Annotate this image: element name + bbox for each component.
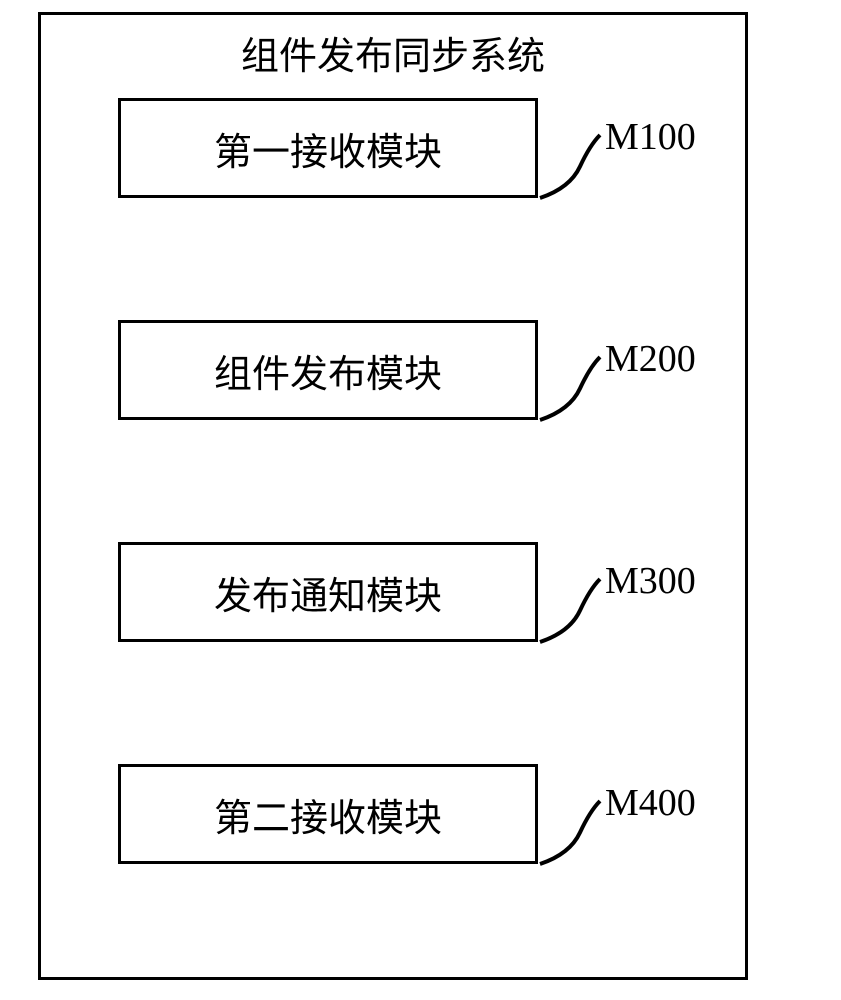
module-label: 发布通知模块	[214, 565, 442, 620]
callout-label: M300	[605, 559, 696, 603]
module-label: 第一接收模块	[214, 121, 442, 176]
callout-label: M200	[605, 337, 696, 381]
module-label: 组件发布模块	[214, 343, 442, 398]
callout-label: M100	[605, 115, 696, 159]
module-box: 组件发布模块	[118, 320, 538, 420]
module-label: 第二接收模块	[214, 787, 442, 842]
callout-label: M400	[605, 781, 696, 825]
module-box: 发布通知模块	[118, 542, 538, 642]
module-box: 第二接收模块	[118, 764, 538, 864]
diagram-title: 组件发布同步系统	[38, 25, 748, 80]
module-box: 第一接收模块	[118, 98, 538, 198]
